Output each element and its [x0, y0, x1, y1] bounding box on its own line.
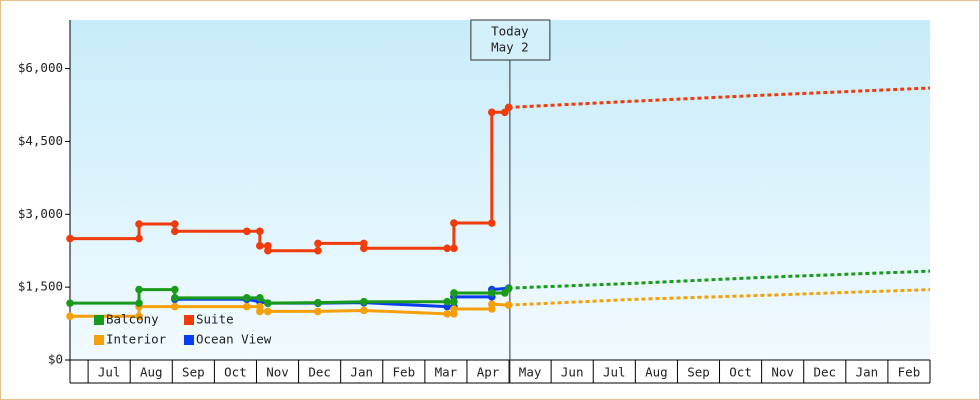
point	[443, 244, 451, 253]
legend-swatch	[184, 315, 194, 325]
point	[256, 227, 264, 236]
x-tick-label: Jul	[603, 365, 626, 380]
point	[314, 246, 322, 255]
point	[171, 285, 179, 294]
x-tick-label: Nov	[771, 365, 794, 380]
x-tick-label: Feb	[898, 365, 921, 380]
point	[360, 244, 368, 253]
x-tick-label: Sep	[182, 365, 205, 380]
x-tick-label: Jul	[98, 365, 121, 380]
point	[135, 220, 143, 228]
point	[314, 298, 322, 307]
x-tick-label: Dec	[813, 365, 836, 380]
point	[487, 289, 496, 297]
x-tick-label: Feb	[393, 365, 416, 380]
legend-swatch	[184, 335, 194, 345]
x-tick-label: Aug	[645, 365, 668, 380]
y-tick-label: $0	[48, 352, 63, 367]
series-line	[70, 302, 509, 318]
point	[171, 294, 179, 302]
forecast-line	[508, 86, 931, 109]
forecast-line	[508, 269, 931, 290]
point	[450, 219, 458, 227]
today-box	[470, 19, 551, 61]
x-tick-label: Dec	[308, 365, 331, 380]
point	[360, 306, 368, 315]
point	[314, 239, 322, 248]
x-tick-label: Oct	[224, 365, 247, 380]
point	[487, 300, 496, 308]
legend-swatch	[94, 335, 104, 345]
point	[242, 294, 251, 302]
point	[135, 285, 143, 294]
x-tick-label: Nov	[266, 365, 289, 380]
point	[450, 289, 458, 297]
x-tick-label: Jan	[350, 365, 373, 380]
x-tick-label: Oct	[729, 365, 752, 380]
forecast-line	[508, 288, 931, 307]
y-tick-label: $6,000	[18, 60, 63, 75]
point	[135, 299, 143, 307]
point	[443, 297, 451, 306]
point	[487, 219, 496, 227]
point	[264, 307, 272, 316]
y-tick-label: $3,000	[18, 206, 63, 221]
legend-label: Balcony	[106, 312, 159, 327]
point	[135, 312, 143, 321]
point	[256, 307, 264, 316]
point	[66, 234, 74, 243]
plot-area	[70, 20, 930, 360]
point	[443, 310, 451, 318]
y-tick-label: $1,500	[18, 279, 63, 294]
today-label: May 2	[491, 40, 529, 55]
today-label: Today	[491, 24, 529, 39]
point	[171, 227, 179, 236]
point	[171, 220, 179, 228]
x-tick-label: May	[519, 365, 542, 380]
x-tick-label: Sep	[687, 365, 710, 380]
point	[314, 307, 322, 316]
x-tick-label: Apr	[477, 365, 500, 380]
point	[66, 299, 74, 307]
point	[171, 302, 179, 311]
point	[264, 299, 272, 307]
point	[242, 302, 251, 311]
point	[256, 242, 264, 250]
point	[504, 284, 513, 293]
legend-swatch	[94, 315, 104, 325]
y-tick-label: $4,500	[18, 133, 63, 148]
x-tick-label: Mar	[435, 365, 458, 380]
x-tick-label: Jun	[561, 365, 584, 380]
x-tick-label: Jan	[856, 365, 879, 380]
point	[66, 312, 74, 321]
point	[504, 301, 513, 309]
point	[135, 234, 143, 243]
point	[360, 297, 368, 306]
legend-label: Suite	[196, 312, 234, 327]
legend-label: Interior	[106, 332, 167, 347]
point	[450, 297, 458, 306]
point	[256, 294, 264, 302]
legend-label: Ocean View	[196, 332, 272, 347]
point	[264, 246, 272, 255]
x-tick-label: Aug	[140, 365, 163, 380]
series-line	[70, 287, 510, 305]
point	[504, 103, 513, 112]
point	[450, 305, 458, 313]
point	[450, 244, 458, 253]
point	[487, 108, 496, 117]
point	[242, 227, 251, 236]
